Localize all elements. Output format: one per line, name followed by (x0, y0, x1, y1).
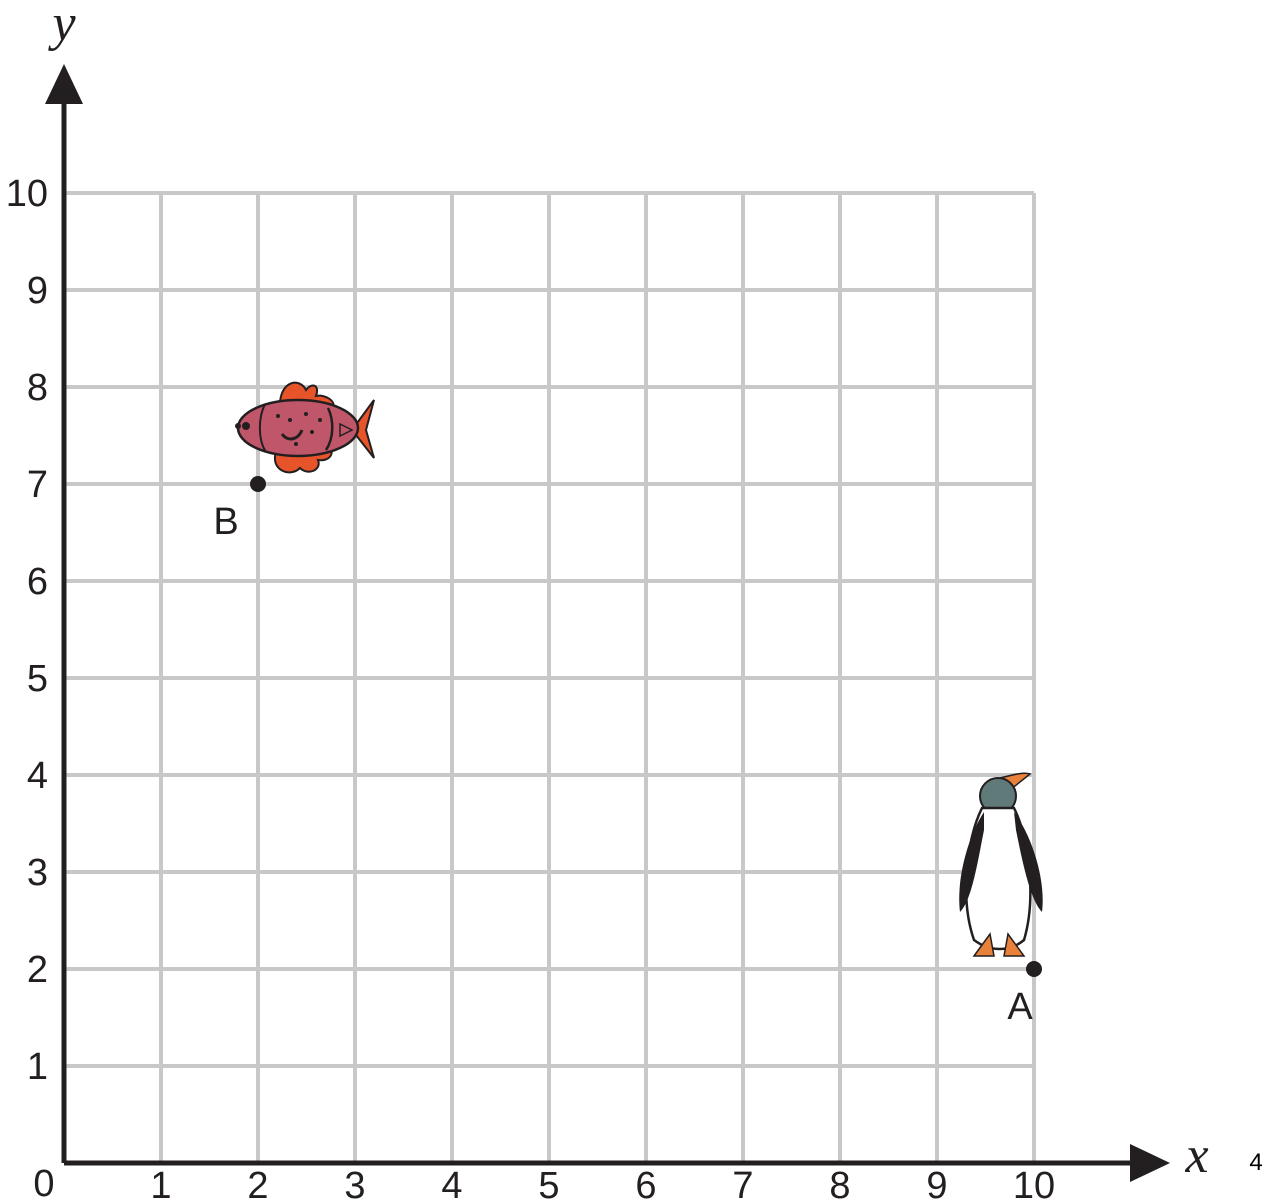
tick-labels: 1 2 3 4 5 6 7 8 9 10 1 2 3 4 5 6 7 8 9 10 (6, 173, 1055, 1200)
y-tick-label: 5 (27, 658, 48, 700)
fish-icon (235, 381, 375, 474)
x-tick-label: 8 (829, 1165, 850, 1200)
data-points: AB (213, 476, 1042, 1028)
x-tick-label: 4 (441, 1165, 462, 1200)
y-tick-label: 9 (27, 270, 48, 312)
y-axis-arrowhead (45, 64, 83, 104)
x-tick-label: 6 (635, 1165, 656, 1200)
y-tick-label: 1 (27, 1046, 48, 1088)
x-axis-label: x (1184, 1127, 1208, 1184)
y-tick-label: 6 (27, 561, 48, 603)
y-tick-label: 8 (27, 367, 48, 409)
x-tick-label: 7 (732, 1165, 753, 1200)
x-tick-label: 2 (247, 1165, 268, 1200)
x-axis-arrowhead (1130, 1144, 1170, 1182)
y-tick-label: 3 (27, 852, 48, 894)
x-tick-label: 5 (538, 1165, 559, 1200)
x-tick-label: 10 (1013, 1165, 1055, 1200)
point-b (250, 476, 266, 492)
grid-lines (64, 191, 1036, 1163)
point-a (1026, 961, 1042, 977)
x-tick-label: 9 (926, 1165, 947, 1200)
point-label-a: A (1007, 986, 1033, 1028)
y-tick-label: 4 (27, 755, 48, 797)
origin-label: 0 (33, 1163, 54, 1200)
axes: y x 0 (33, 0, 1208, 1200)
x-tick-label: 1 (150, 1165, 171, 1200)
y-axis-label: y (47, 0, 76, 52)
point-label-b: B (213, 501, 238, 543)
x-tick-label: 3 (344, 1165, 365, 1200)
y-tick-label: 10 (6, 173, 48, 215)
y-tick-label: 7 (27, 464, 48, 506)
page-number: 4 (1249, 1149, 1262, 1176)
y-tick-label: 2 (27, 949, 48, 991)
penguin-icon (959, 772, 1043, 957)
